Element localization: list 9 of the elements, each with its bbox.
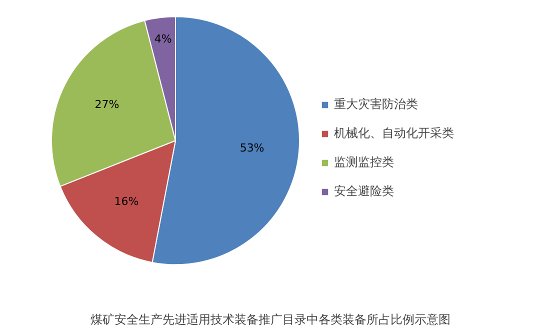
text: 煤矿安全生产先进适用技术装备推广目录中各类装备所占比例示意图 xyxy=(90,312,450,326)
legend-label: 安全避险类 xyxy=(334,183,394,200)
legend-label: 重大灾害防治类 xyxy=(334,96,418,113)
legend-label: 监测监控类 xyxy=(334,154,394,171)
data-label: 4% xyxy=(154,32,172,46)
data-label: 53% xyxy=(240,142,264,155)
data-label: 27% xyxy=(94,98,120,112)
data-label: 16% xyxy=(114,195,139,208)
legend-label: 机械化、自动化开采类 xyxy=(334,125,454,142)
